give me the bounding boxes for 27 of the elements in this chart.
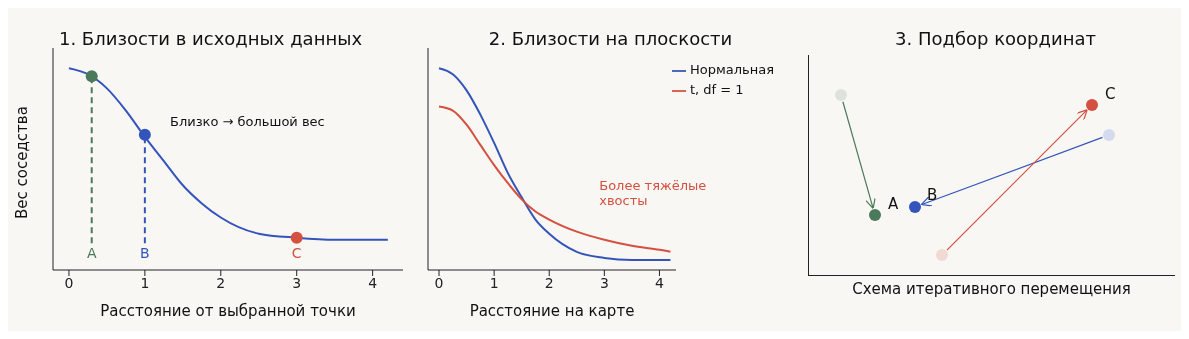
x-tick-label: 0 (434, 274, 444, 291)
text: B (927, 186, 938, 204)
annotation: A (86, 245, 97, 261)
text: Схема итеративного перемещения (852, 280, 1131, 298)
annotation: Более тяжёлые хвосты (599, 178, 707, 208)
x-tick-label: 1 (140, 274, 150, 291)
x-tick-label: 4 (368, 274, 378, 291)
x-axis-title: Расстояние от выбранной точки (100, 302, 356, 320)
legend-label: t, df = 1 (689, 82, 744, 97)
x-tick-label: 4 (654, 274, 664, 291)
annotation: C (291, 245, 302, 261)
y-axis-title: Вес соседства (13, 106, 32, 219)
chart-title: 2. Близости на плоскости (487, 28, 734, 49)
text: 3. Подбор координат (894, 28, 1097, 49)
x-tick-label: 0 (64, 274, 74, 291)
x-tick-label: 2 (216, 274, 226, 291)
x-axis-title: Расстояние на карте (469, 302, 635, 320)
x-tick-label: 2 (544, 274, 554, 291)
chart-title: 1. Близости в исходных данных (57, 28, 364, 49)
x-tick-label: 3 (599, 274, 609, 291)
text: C (1105, 85, 1116, 103)
legend-label: Нормальная (689, 62, 774, 77)
annotation: Близко → большой вес (170, 114, 325, 129)
x-tick-label: 1 (489, 274, 499, 291)
x-tick-label: 3 (292, 274, 302, 291)
text: A (888, 195, 899, 213)
annotation: B (140, 245, 150, 261)
